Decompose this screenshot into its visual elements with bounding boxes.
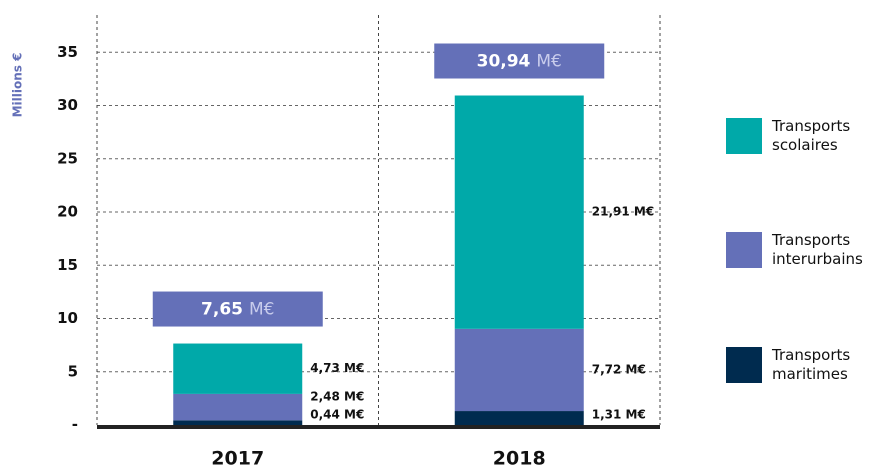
total-unit: M€	[536, 52, 561, 72]
y-tick-label: 15	[57, 256, 78, 274]
y-tick-label: 10	[57, 309, 78, 327]
legend-swatch	[726, 347, 762, 383]
bar-segment	[454, 411, 584, 425]
x-tick-label: 2017	[211, 448, 264, 470]
bar-segment	[173, 343, 303, 394]
y-axis-label: Millions €	[11, 53, 25, 118]
bar-segment	[454, 95, 584, 329]
y-tick-label: 5	[68, 362, 78, 380]
value-label: 4,73 M€	[310, 361, 364, 375]
total-box	[152, 291, 323, 327]
legend-label: Transports maritimes	[772, 346, 851, 383]
legend-label: Transports scolaires	[772, 117, 851, 154]
y-tick-label: 20	[57, 203, 78, 221]
x-tick-label: 2018	[493, 448, 546, 470]
value-label: 7,72 M€	[592, 362, 646, 376]
bar-segment	[454, 328, 584, 412]
total-label: 30,94 M€	[477, 52, 562, 72]
y-tick-label: 25	[57, 149, 78, 167]
total-box	[434, 43, 605, 79]
value-label: 21,91 M€	[592, 205, 654, 219]
legend-swatch	[726, 118, 762, 154]
value-label: 1,31 M€	[592, 408, 646, 422]
total-number: 30,94	[477, 52, 531, 72]
bar-segment	[173, 420, 303, 425]
value-label: 2,48 M€	[310, 390, 364, 404]
y-tick-label: 35	[57, 43, 78, 61]
y-tick-label: -	[72, 416, 78, 434]
total-number: 7,65	[201, 300, 243, 320]
y-tick-label: 30	[57, 96, 78, 114]
legend-label: Transports interurbains	[772, 231, 863, 268]
value-label: 0,44 M€	[310, 408, 364, 422]
legend-swatch	[726, 232, 762, 268]
total-unit: M€	[249, 300, 274, 320]
total-label: 7,65 M€	[201, 300, 274, 320]
bar-segment	[173, 393, 303, 421]
